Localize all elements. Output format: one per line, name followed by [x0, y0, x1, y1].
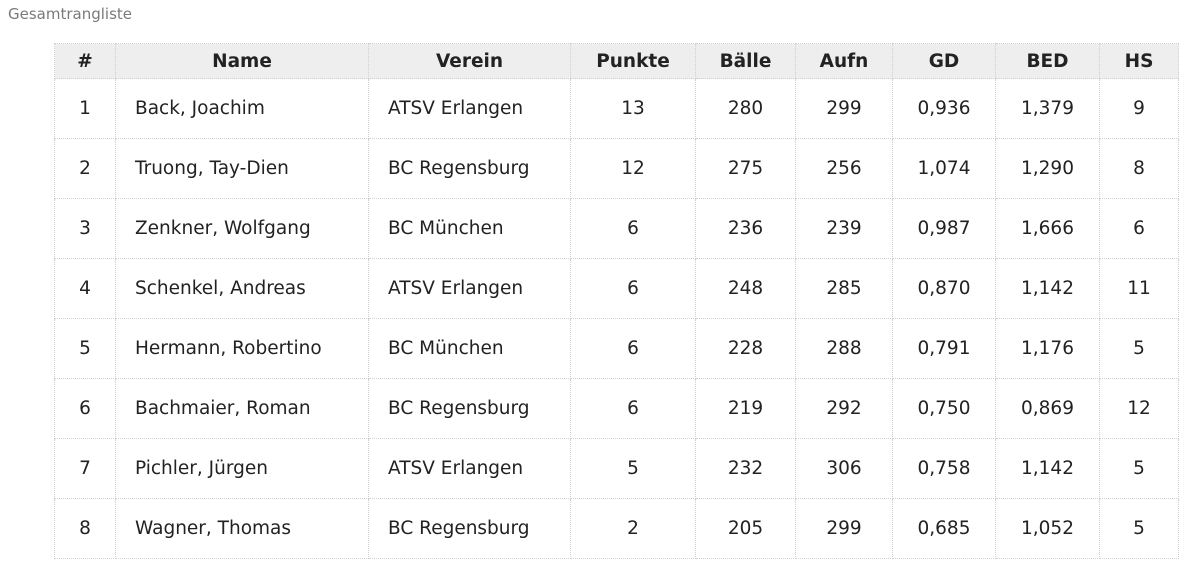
ranking-table: # Name Verein Punkte Bälle Aufn GD BED H… [54, 43, 1179, 559]
cell-bed: 1,052 [995, 498, 1100, 559]
cell-innings: 288 [795, 318, 893, 379]
cell-rank: 7 [54, 438, 116, 499]
cell-rank: 4 [54, 258, 116, 319]
cell-hs: 8 [1099, 138, 1179, 199]
cell-club: BC Regensburg [368, 138, 571, 199]
cell-innings: 256 [795, 138, 893, 199]
cell-points: 5 [570, 438, 696, 499]
cell-bed: 1,666 [995, 198, 1100, 259]
cell-gd: 1,074 [892, 138, 996, 199]
column-header-gd[interactable]: GD [892, 43, 996, 79]
cell-points: 12 [570, 138, 696, 199]
cell-club: BC München [368, 318, 571, 379]
cell-gd: 0,936 [892, 78, 996, 139]
cell-rank: 2 [54, 138, 116, 199]
cell-club: ATSV Erlangen [368, 438, 571, 499]
cell-rank: 3 [54, 198, 116, 259]
cell-club: ATSV Erlangen [368, 258, 571, 319]
cell-gd: 0,685 [892, 498, 996, 559]
cell-bed: 1,176 [995, 318, 1100, 379]
cell-balls: 219 [695, 378, 796, 439]
cell-balls: 205 [695, 498, 796, 559]
cell-name: Wagner, Thomas [115, 498, 369, 559]
cell-club: BC München [368, 198, 571, 259]
cell-innings: 292 [795, 378, 893, 439]
column-header-club[interactable]: Verein [368, 43, 571, 79]
cell-balls: 228 [695, 318, 796, 379]
cell-innings: 299 [795, 78, 893, 139]
cell-hs: 5 [1099, 438, 1179, 499]
table-row: 6 Bachmaier, Roman BC Regensburg 6 219 292 0,7… [54, 378, 1179, 439]
cell-gd: 0,870 [892, 258, 996, 319]
cell-balls: 248 [695, 258, 796, 319]
table-row: 7 Pichler, Jürgen ATSV Erlangen 5 232 306 0,75… [54, 438, 1179, 499]
cell-name: Bachmaier, Roman [115, 378, 369, 439]
cell-points: 6 [570, 198, 696, 259]
table-row: 3 Zenkner, Wolfgang BC München 6 236 239 0,987… [54, 198, 1179, 259]
cell-balls: 236 [695, 198, 796, 259]
cell-gd: 0,791 [892, 318, 996, 379]
table-row: 8 Wagner, Thomas BC Regensburg 2 205 299 0,685… [54, 498, 1179, 559]
column-header-innings[interactable]: Aufn [795, 43, 893, 79]
cell-name: Schenkel, Andreas [115, 258, 369, 319]
cell-bed: 1,379 [995, 78, 1100, 139]
column-header-rank[interactable]: # [54, 43, 116, 79]
cell-balls: 275 [695, 138, 796, 199]
cell-club: ATSV Erlangen [368, 78, 571, 139]
table-header-row: # Name Verein Punkte Bälle Aufn GD BED H… [54, 43, 1179, 79]
cell-hs: 5 [1099, 498, 1179, 559]
cell-points: 6 [570, 318, 696, 379]
cell-rank: 8 [54, 498, 116, 559]
cell-bed: 1,290 [995, 138, 1100, 199]
cell-bed: 0,869 [995, 378, 1100, 439]
cell-hs: 5 [1099, 318, 1179, 379]
cell-name: Back, Joachim [115, 78, 369, 139]
column-header-points[interactable]: Punkte [570, 43, 696, 79]
cell-points: 2 [570, 498, 696, 559]
page-title: Gesamtrangliste [8, 5, 132, 23]
cell-balls: 232 [695, 438, 796, 499]
column-header-bed[interactable]: BED [995, 43, 1100, 79]
cell-rank: 5 [54, 318, 116, 379]
column-header-hs[interactable]: HS [1099, 43, 1179, 79]
cell-bed: 1,142 [995, 258, 1100, 319]
cell-rank: 1 [54, 78, 116, 139]
cell-bed: 1,142 [995, 438, 1100, 499]
cell-name: Truong, Tay-Dien [115, 138, 369, 199]
table-row: 4 Schenkel, Andreas ATSV Erlangen 6 248 285 0,… [54, 258, 1179, 319]
table-row: 5 Hermann, Robertino BC München 6 228 288 0,79… [54, 318, 1179, 379]
column-header-name[interactable]: Name [115, 43, 369, 79]
cell-hs: 12 [1099, 378, 1179, 439]
cell-name: Hermann, Robertino [115, 318, 369, 379]
cell-balls: 280 [695, 78, 796, 139]
cell-gd: 0,758 [892, 438, 996, 499]
cell-name: Zenkner, Wolfgang [115, 198, 369, 259]
column-header-balls[interactable]: Bälle [695, 43, 796, 79]
cell-club: BC Regensburg [368, 498, 571, 559]
cell-points: 6 [570, 258, 696, 319]
cell-innings: 285 [795, 258, 893, 319]
table-row: 1 Back, Joachim ATSV Erlangen 13 280 299 0,936… [54, 78, 1179, 139]
cell-club: BC Regensburg [368, 378, 571, 439]
table-row: 2 Truong, Tay-Dien BC Regensburg 12 275 256 1,… [54, 138, 1179, 199]
cell-innings: 299 [795, 498, 893, 559]
cell-innings: 306 [795, 438, 893, 499]
cell-hs: 9 [1099, 78, 1179, 139]
cell-hs: 11 [1099, 258, 1179, 319]
cell-hs: 6 [1099, 198, 1179, 259]
cell-rank: 6 [54, 378, 116, 439]
cell-points: 13 [570, 78, 696, 139]
ranking-table-body: 1 Back, Joachim ATSV Erlangen 13 280 299 0,936… [54, 78, 1179, 559]
cell-innings: 239 [795, 198, 893, 259]
cell-gd: 0,750 [892, 378, 996, 439]
cell-name: Pichler, Jürgen [115, 438, 369, 499]
cell-gd: 0,987 [892, 198, 996, 259]
cell-points: 6 [570, 378, 696, 439]
